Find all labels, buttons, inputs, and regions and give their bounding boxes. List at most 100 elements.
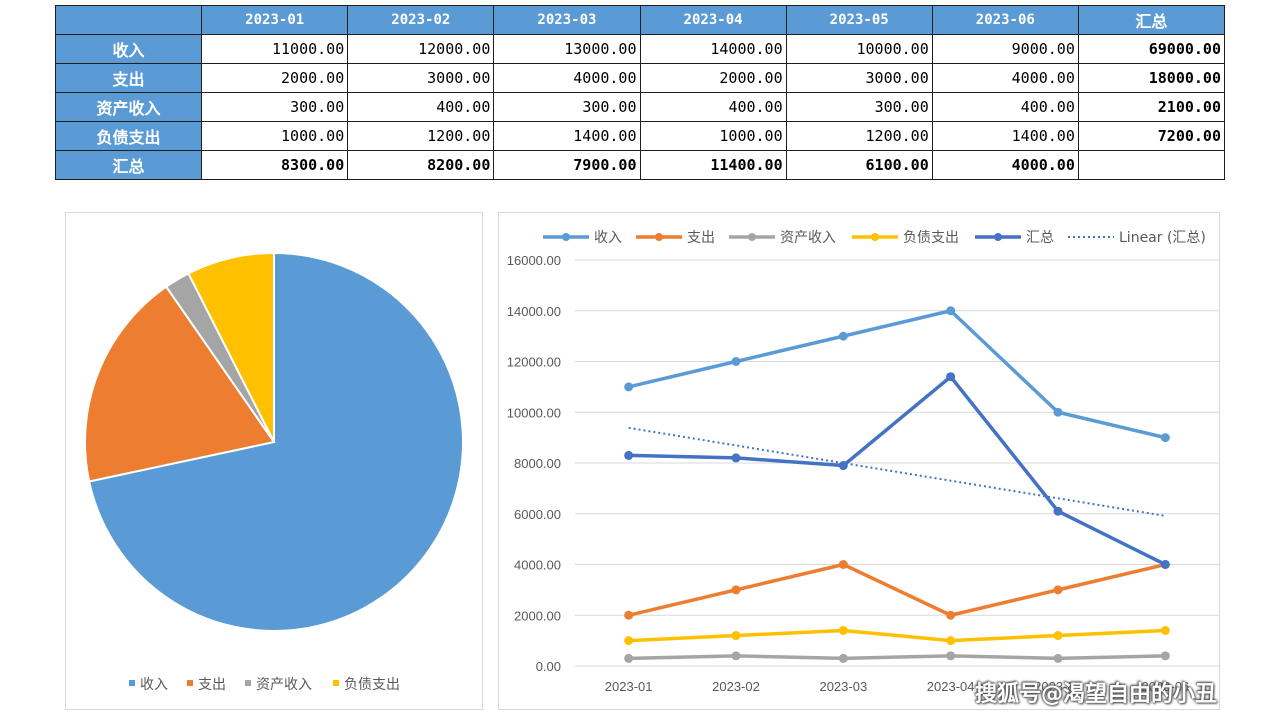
data-point bbox=[946, 651, 956, 661]
line-chart-panel: 0.00 2000.00 4000.00 6000.00 8000.00 10000.00… bbox=[498, 212, 1220, 710]
table-cell: 300.00 bbox=[785, 92, 933, 122]
legend-marker bbox=[871, 233, 879, 241]
pie-slice bbox=[84, 285, 276, 483]
table-cell: 12000.00 bbox=[347, 34, 495, 64]
data-point bbox=[946, 372, 956, 382]
table-row: 负债支出 1000.00 1200.00 1400.00 1000.00 120… bbox=[54, 121, 1226, 151]
table-total-row: 汇总 8300.00 8200.00 7900.00 11400.00 6100… bbox=[54, 150, 1226, 180]
table-cell: 3000.00 bbox=[785, 63, 933, 93]
pie-chart: 收入 支出 资产收入 负债支出 bbox=[84, 251, 464, 693]
table-cell: 9000.00 bbox=[931, 34, 1079, 64]
table-cell: 400.00 bbox=[347, 92, 495, 122]
data-point bbox=[624, 450, 634, 460]
y-tick-label: 14000.00 bbox=[507, 304, 561, 319]
data-point bbox=[1160, 433, 1170, 443]
y-tick-label: 0.00 bbox=[536, 659, 561, 674]
x-tick-label: 2023-06 bbox=[1141, 679, 1189, 694]
data-point bbox=[1053, 653, 1063, 663]
table-cell: 1200.00 bbox=[785, 121, 933, 151]
data-point bbox=[1160, 560, 1170, 569]
table-cell: 13000.00 bbox=[493, 34, 641, 64]
table-cell: 4000.00 bbox=[931, 63, 1079, 93]
line-chart: 0.00 2000.00 4000.00 6000.00 8000.00 10000.00… bbox=[507, 230, 1219, 694]
x-tick-label: 2023-01 bbox=[605, 679, 653, 694]
table-cell: 2000.00 bbox=[639, 63, 787, 93]
data-point bbox=[731, 631, 741, 641]
legend-swatch bbox=[245, 680, 251, 686]
table-cell: 1400.00 bbox=[493, 121, 641, 151]
x-tick-label: 2023-05 bbox=[1034, 679, 1082, 694]
series-line bbox=[628, 654, 1166, 661]
legend-label: 负债支出 bbox=[903, 230, 959, 246]
table-cell: 6100.00 bbox=[785, 150, 933, 180]
series-line bbox=[628, 309, 1166, 440]
pie-slice bbox=[187, 251, 275, 443]
watermark-text: 搜狐号@渴望自由的小丑 bbox=[975, 682, 1218, 707]
table-cell: 400.00 bbox=[639, 92, 787, 122]
data-point bbox=[1053, 407, 1063, 417]
legend-label: 收入 bbox=[594, 230, 622, 246]
column-header-total: 汇总 bbox=[1077, 5, 1226, 35]
corner-cell bbox=[54, 5, 203, 35]
data-point bbox=[731, 453, 741, 463]
y-tick-label: 4000.00 bbox=[514, 558, 561, 573]
x-tick-label: 2023-02 bbox=[712, 679, 760, 694]
row-total-cell: 18000.00 bbox=[1077, 63, 1226, 93]
data-point bbox=[946, 306, 956, 316]
legend-swatch bbox=[187, 680, 193, 686]
data-point bbox=[624, 636, 634, 646]
table-cell: 10000.00 bbox=[785, 34, 933, 64]
data-point bbox=[1160, 625, 1170, 635]
data-point bbox=[1160, 651, 1170, 661]
table-cell: 8300.00 bbox=[201, 150, 349, 180]
data-point bbox=[946, 610, 956, 620]
table-cell: 14000.00 bbox=[639, 34, 787, 64]
row-label: 收入 bbox=[54, 34, 203, 64]
legend-label: 收入 bbox=[140, 677, 168, 693]
y-tick-label: 12000.00 bbox=[507, 355, 561, 370]
data-point bbox=[1053, 585, 1063, 595]
table-cell: 300.00 bbox=[201, 92, 349, 122]
legend-label: 支出 bbox=[687, 230, 715, 246]
table-cell: 11400.00 bbox=[639, 150, 787, 180]
x-tick-label: 2023-04 bbox=[927, 679, 975, 694]
legend-label: 负债支出 bbox=[344, 677, 400, 693]
legend-label: 支出 bbox=[198, 677, 226, 693]
table-row: 资产收入 300.00 400.00 300.00 400.00 300.00 … bbox=[54, 92, 1226, 122]
x-tick-label: 2023-03 bbox=[819, 679, 867, 694]
series-line bbox=[628, 374, 1167, 567]
table-cell: 2000.00 bbox=[201, 63, 349, 93]
table-cell: 8200.00 bbox=[347, 150, 495, 180]
column-header: 2023-02 bbox=[347, 5, 495, 35]
row-total-cell: 2100.00 bbox=[1077, 92, 1226, 122]
column-header: 2023-03 bbox=[493, 5, 641, 35]
data-point bbox=[624, 382, 634, 392]
table-cell: 1400.00 bbox=[931, 121, 1079, 151]
column-header: 2023-05 bbox=[785, 5, 933, 35]
data-point bbox=[838, 625, 848, 635]
legend-marker bbox=[562, 233, 570, 241]
table-cell: 4000.00 bbox=[493, 63, 641, 93]
data-point bbox=[838, 331, 848, 341]
column-header: 2023-06 bbox=[931, 5, 1079, 35]
column-header: 2023-04 bbox=[639, 5, 787, 35]
data-point bbox=[838, 653, 848, 663]
row-label: 支出 bbox=[54, 63, 203, 93]
data-table: 2023-01 2023-02 2023-03 2023-04 2023-05 … bbox=[54, 5, 1226, 180]
table-cell: 4000.00 bbox=[931, 150, 1079, 180]
table-cell: 1200.00 bbox=[347, 121, 495, 151]
series-line bbox=[628, 562, 1166, 617]
legend-swatch bbox=[129, 680, 135, 686]
row-label: 汇总 bbox=[54, 150, 203, 180]
pie-slice bbox=[87, 251, 464, 632]
data-point bbox=[731, 357, 741, 366]
trendline bbox=[628, 426, 1166, 517]
y-tick-label: 16000.00 bbox=[507, 253, 561, 268]
table-cell: 400.00 bbox=[931, 92, 1079, 122]
legend-label: 资产收入 bbox=[780, 230, 836, 246]
y-tick-label: 8000.00 bbox=[514, 456, 561, 471]
row-total-cell: 69000.00 bbox=[1077, 34, 1226, 64]
legend-swatch bbox=[333, 680, 339, 686]
row-total-cell: 7200.00 bbox=[1077, 121, 1226, 151]
data-point bbox=[731, 651, 741, 661]
